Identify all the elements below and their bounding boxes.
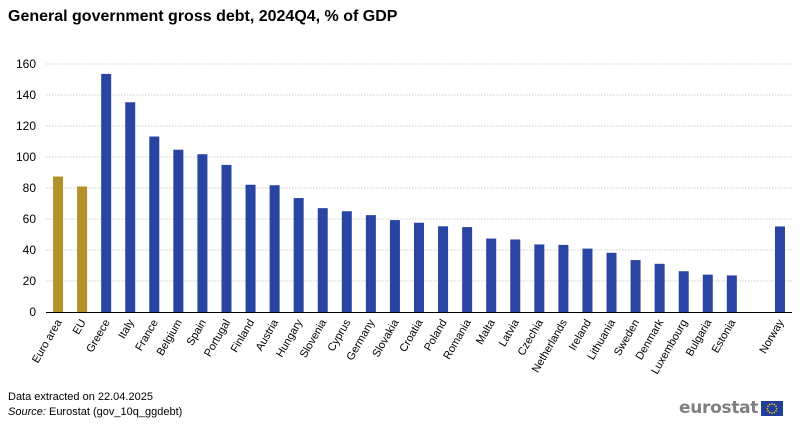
x-tick-label: Spain xyxy=(185,318,209,348)
flag-star xyxy=(773,411,776,413)
bar xyxy=(534,244,545,312)
flag-star xyxy=(773,403,776,405)
flag-star xyxy=(766,407,769,409)
x-tick-label: Italy xyxy=(116,317,137,341)
bar xyxy=(678,271,689,312)
bar xyxy=(101,73,112,312)
flag-star xyxy=(769,403,771,405)
y-tick-label: 20 xyxy=(23,274,37,288)
bar xyxy=(317,208,328,312)
flag-star xyxy=(767,409,769,412)
bar xyxy=(486,238,497,312)
flag-star xyxy=(775,409,777,412)
bar xyxy=(630,260,641,312)
bar xyxy=(582,248,593,312)
bar xyxy=(365,215,376,312)
x-tick-label: EU xyxy=(71,317,89,336)
bar xyxy=(197,154,208,312)
x-tick-label: Finland xyxy=(229,318,257,355)
bar xyxy=(726,275,737,312)
chart-title: General government gross debt, 2024Q4, %… xyxy=(8,8,398,25)
eurostat-logo: eurostat xyxy=(679,398,784,418)
x-tick-label: Norway xyxy=(758,317,787,356)
bar xyxy=(558,244,569,312)
source-label: Source: xyxy=(8,406,46,418)
bar xyxy=(414,222,424,312)
bar xyxy=(53,176,64,312)
flag-star xyxy=(775,404,777,407)
bar xyxy=(341,211,352,312)
bar xyxy=(269,185,280,312)
bar xyxy=(510,239,521,312)
bars xyxy=(53,73,785,312)
bar xyxy=(77,186,88,312)
bar xyxy=(245,184,256,312)
x-tick-label: Croatia xyxy=(397,317,426,354)
bar xyxy=(149,136,160,312)
y-axis-ticks: 0 20 40 60 80 100 120 140 160 xyxy=(16,57,36,319)
flag-star xyxy=(767,404,769,407)
x-tick-label: Greece xyxy=(84,318,112,355)
y-tick-label: 160 xyxy=(16,57,36,71)
y-tick-label: 100 xyxy=(16,150,36,164)
x-tick-label: Estonia xyxy=(710,317,739,356)
bar xyxy=(173,149,184,312)
bar xyxy=(462,227,473,312)
y-tick-label: 0 xyxy=(29,305,36,319)
y-tick-label: 40 xyxy=(23,243,37,257)
flag-star xyxy=(771,411,773,414)
bar xyxy=(606,252,617,312)
y-tick-label: 140 xyxy=(16,88,36,102)
x-tick-label: Malta xyxy=(474,317,498,347)
bar xyxy=(702,274,713,312)
bar xyxy=(221,164,232,312)
source-note: Source: Eurostat (gov_10q_ggdebt) xyxy=(8,406,182,418)
flag-star xyxy=(775,407,778,409)
bar xyxy=(125,102,136,312)
eu-flag-icon xyxy=(761,400,784,416)
y-tick-label: 120 xyxy=(16,119,36,133)
flag-star xyxy=(769,411,771,413)
flag-star xyxy=(771,402,773,405)
source-text: Eurostat (gov_10q_ggdebt) xyxy=(45,406,183,418)
bar xyxy=(293,198,304,312)
y-tick-label: 80 xyxy=(23,181,37,195)
bar xyxy=(389,220,400,312)
logo-text: eurostat xyxy=(679,398,759,418)
x-tick-label: Latvia xyxy=(497,317,523,349)
data-extracted-note: Data extracted on 22.04.2025 xyxy=(8,391,153,403)
bar xyxy=(774,226,785,312)
bar xyxy=(654,263,665,312)
x-tick-label: Euro area xyxy=(30,317,65,366)
bar xyxy=(438,226,449,312)
y-tick-label: 60 xyxy=(23,212,37,226)
